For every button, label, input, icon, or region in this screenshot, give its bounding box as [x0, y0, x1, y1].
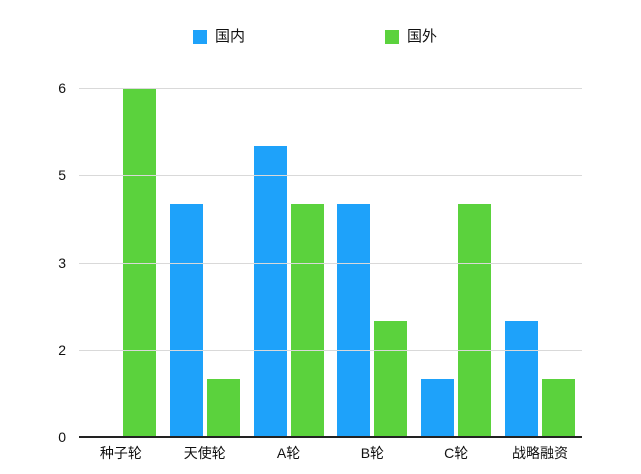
- bar-国外-战略融资: [542, 378, 576, 437]
- y-axis: 0 2 3 5 6: [0, 0, 66, 474]
- x-axis-line: [79, 436, 582, 438]
- bar-国内-战略融资: [505, 320, 539, 437]
- x-tick-label: 种子轮: [99, 445, 142, 461]
- bar-group-5: [414, 88, 498, 437]
- gridline: [79, 349, 582, 351]
- x-tick-label: 战略融资: [512, 445, 569, 461]
- y-tick-label: 3: [58, 254, 66, 271]
- legend-item-foreign: 国外: [385, 28, 437, 46]
- y-tick-label: 0: [58, 429, 66, 445]
- x-tick-label: C轮: [444, 445, 469, 461]
- legend-swatch-foreign-icon: [385, 30, 399, 44]
- gridline: [79, 88, 582, 89]
- bar-国内-C轮: [421, 378, 455, 437]
- legend-swatch-domestic-icon: [193, 30, 207, 44]
- x-axis: 种子轮 天使轮 A轮 B轮 C轮 战略融资: [79, 444, 582, 462]
- x-tick-label: B轮: [360, 445, 385, 461]
- y-tick-label: 2: [58, 341, 66, 358]
- bar-国内-B轮: [337, 204, 371, 437]
- legend-label-domestic: 国内: [215, 28, 246, 45]
- bar-国内-天使轮: [169, 204, 203, 437]
- legend-label-foreign: 国外: [407, 28, 438, 45]
- x-tick-label: A轮: [276, 445, 301, 461]
- bar-国外-B轮: [374, 320, 408, 437]
- x-tick-label: 天使轮: [183, 445, 226, 461]
- gridline: [79, 262, 582, 264]
- bar-group-2: [163, 88, 247, 437]
- legend-item-domestic: 国内: [193, 28, 245, 46]
- bar-groups: [79, 88, 582, 437]
- bar-group-4: [330, 88, 414, 437]
- bar-国外-A轮: [290, 204, 324, 437]
- bar-group-6: [498, 88, 582, 437]
- bar-国外-C轮: [458, 204, 492, 437]
- bar-group-3: [247, 88, 331, 437]
- y-tick-label: 6: [58, 80, 66, 96]
- plot-area: [79, 88, 582, 438]
- bar-国外-天使轮: [206, 378, 240, 437]
- y-tick-label: 5: [58, 167, 66, 184]
- gridline: [79, 175, 582, 177]
- bar-国内-A轮: [253, 146, 287, 437]
